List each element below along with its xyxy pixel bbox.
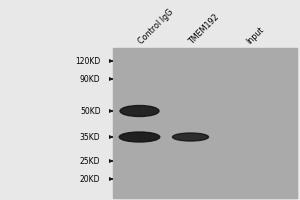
Text: 120KD: 120KD [75, 56, 100, 66]
Text: TMEM192: TMEM192 [188, 12, 221, 46]
Text: 25KD: 25KD [80, 156, 101, 166]
Ellipse shape [119, 132, 160, 142]
Text: Input: Input [244, 25, 266, 46]
Text: 20KD: 20KD [80, 174, 101, 184]
Text: 90KD: 90KD [80, 74, 101, 84]
Text: Control IgG: Control IgG [136, 8, 175, 46]
Text: 35KD: 35KD [80, 132, 101, 142]
Ellipse shape [120, 106, 159, 116]
Bar [112, 48, 297, 198]
Ellipse shape [172, 133, 208, 141]
Text: 50KD: 50KD [80, 106, 101, 116]
